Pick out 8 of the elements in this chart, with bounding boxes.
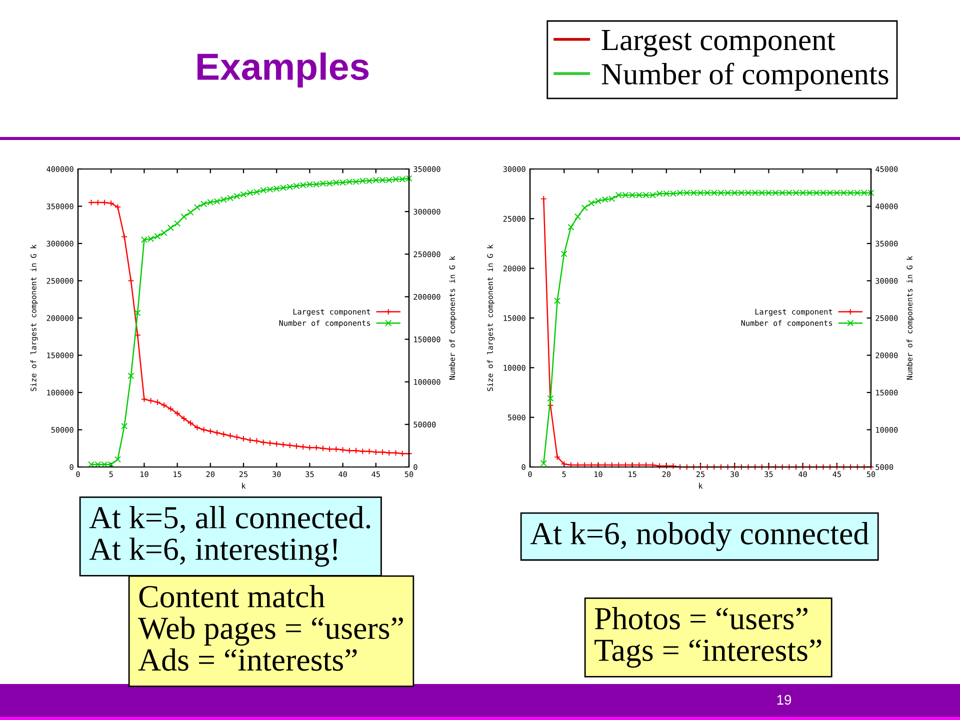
text: Examples xyxy=(198,52,369,88)
legend-label: Largest component xyxy=(602,30,836,57)
text: At k=6, nobody connected xyxy=(530,522,869,552)
legend-label: Number of components xyxy=(602,62,888,91)
text: Photos = “users” Tags = “interests” xyxy=(594,607,822,668)
text: At k=5, all connected. At k=6, interesting! xyxy=(89,506,370,567)
text: Content match Web pages = “users” Ads = “interests” xyxy=(138,585,403,671)
text: 19 xyxy=(777,694,792,705)
